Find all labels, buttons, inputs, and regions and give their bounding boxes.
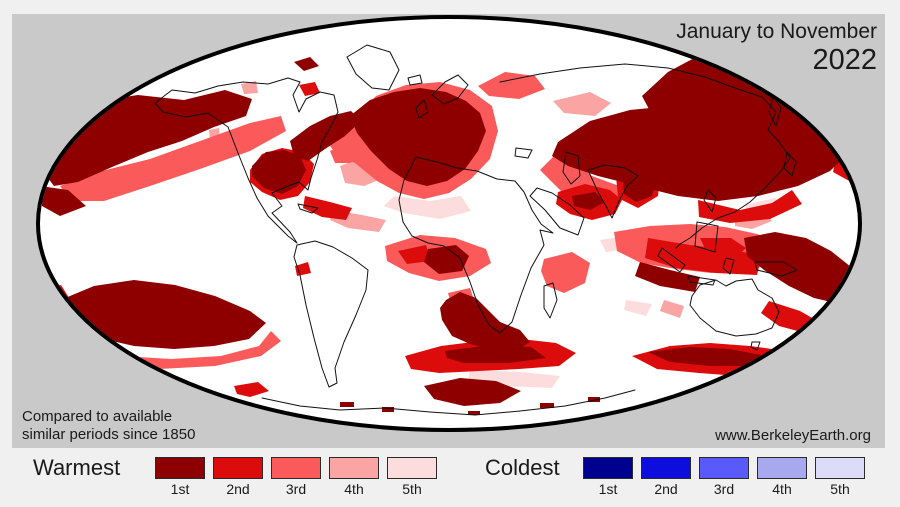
coldest-swatch-color-2nd — [641, 457, 691, 479]
coldest-swatch-label-2nd: 2nd — [654, 481, 678, 497]
legend: Warmest 1st 2nd 3rd 4th 5th Co — [0, 448, 900, 507]
coldest-swatch-2nd: 2nd — [641, 457, 691, 497]
note-line-2: similar periods since 1850 — [22, 426, 196, 443]
source-url: www.BerkeleyEarth.org — [715, 427, 871, 444]
note-line-1: Compared to available — [22, 408, 173, 425]
coldest-swatch-5th: 5th — [815, 457, 865, 497]
coldest-swatch-3rd: 3rd — [699, 457, 749, 497]
coldest-swatch-color-1st — [583, 457, 633, 479]
warmest-swatch-1st: 1st — [155, 457, 205, 497]
warmest-swatch-color-3rd — [271, 457, 321, 479]
warmest-swatch-3rd: 3rd — [271, 457, 321, 497]
warmest-swatch-4th: 4th — [329, 457, 379, 497]
title-year: 2022 — [812, 43, 877, 76]
coldest-swatch-label-4th: 4th — [772, 481, 792, 497]
coldest-label: Coldest — [485, 455, 560, 480]
warmest-swatch-label-3rd: 3rd — [285, 481, 307, 497]
warmest-swatch-label-4th: 4th — [344, 481, 364, 497]
warmest-swatches: 1st 2nd 3rd 4th 5th — [155, 457, 437, 497]
coldest-swatch-4th: 4th — [757, 457, 807, 497]
coldest-swatch-1st: 1st — [583, 457, 633, 497]
warmest-swatch-label-2nd: 2nd — [226, 481, 250, 497]
warmest-swatch-label-1st: 1st — [170, 481, 190, 497]
coldest-swatch-label-1st: 1st — [598, 481, 618, 497]
warmest-swatch-color-1st — [155, 457, 205, 479]
warmest-swatch-color-4th — [329, 457, 379, 479]
warmest-swatch-label-5th: 5th — [402, 481, 422, 497]
map-panel: January to November 2022 Compared to ava… — [12, 14, 885, 448]
comparison-note: Compared to available similar periods si… — [22, 408, 195, 444]
coldest-swatch-color-3rd — [699, 457, 749, 479]
coldest-swatch-color-4th — [757, 457, 807, 479]
warmest-swatch-2nd: 2nd — [213, 457, 263, 497]
warmest-swatch-color-5th — [387, 457, 437, 479]
warmest-label: Warmest — [33, 455, 121, 480]
title-period: January to November — [676, 20, 877, 43]
coldest-swatch-label-5th: 5th — [830, 481, 850, 497]
warmest-swatch-5th: 5th — [387, 457, 437, 497]
coastlines — [154, 44, 818, 416]
map-title: January to November 2022 — [676, 20, 877, 76]
coldest-swatch-label-3rd: 3rd — [713, 481, 735, 497]
coldest-swatches: 1st 2nd 3rd 4th 5th — [583, 457, 865, 497]
coldest-swatch-color-5th — [815, 457, 865, 479]
map-ellipse-border — [36, 15, 862, 432]
world-map-graphic — [36, 15, 862, 432]
warmest-swatch-color-2nd — [213, 457, 263, 479]
